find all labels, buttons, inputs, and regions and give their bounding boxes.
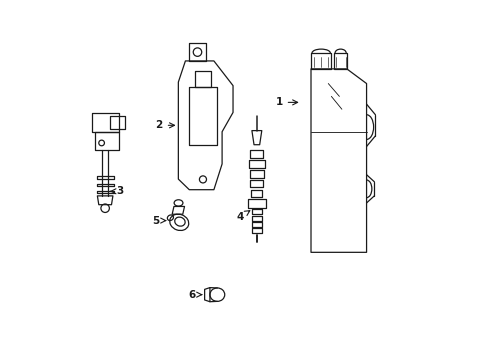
Text: 1: 1 <box>275 98 297 107</box>
Text: 3: 3 <box>110 186 123 196</box>
Text: 6: 6 <box>188 290 202 300</box>
Text: 2: 2 <box>155 120 174 130</box>
Text: 4: 4 <box>236 211 249 222</box>
Text: 5: 5 <box>152 216 165 226</box>
